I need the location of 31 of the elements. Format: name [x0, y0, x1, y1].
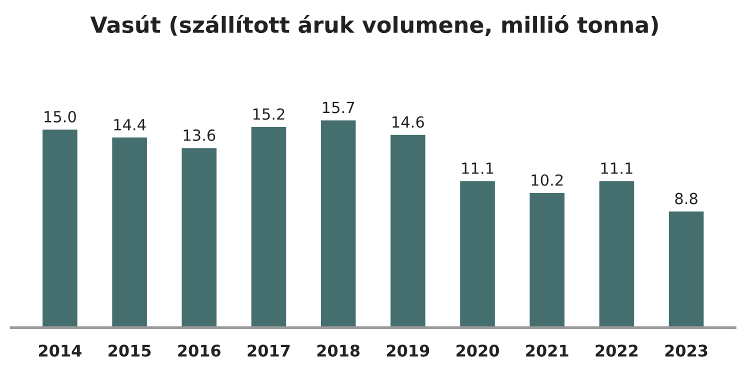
x-tick-label: 2016	[178, 344, 221, 357]
data-label: 10.2	[532, 174, 563, 186]
bar	[668, 211, 704, 328]
bar	[390, 134, 426, 328]
x-tick-label: 2019	[386, 344, 430, 357]
bar	[460, 181, 495, 328]
x-tick-label: 2015	[108, 344, 151, 357]
data-label: 11.1	[601, 162, 632, 174]
data-label: 14.6	[392, 116, 424, 128]
bar	[599, 181, 634, 328]
data-label: 15.2	[253, 108, 284, 120]
x-tick-label: 2023	[665, 344, 708, 357]
bar	[251, 126, 286, 328]
data-label: 8.8	[675, 192, 698, 204]
chart-title: Vasút (szállított áruk volumene, millió tonna)	[90, 15, 658, 36]
data-label: 15.7	[323, 102, 354, 114]
bar	[112, 138, 147, 328]
data-label: 13.6	[184, 129, 216, 141]
x-tick-label: 2022	[596, 344, 638, 357]
x-tick-label: 2018	[317, 344, 360, 357]
bar	[42, 130, 78, 328]
data-label: 14.4	[114, 119, 146, 130]
x-tick-label: 2020	[456, 344, 499, 357]
x-tick-label: 2014	[39, 344, 82, 357]
bar	[182, 148, 217, 328]
data-label: 11.1	[462, 162, 494, 174]
bar	[530, 193, 564, 328]
x-tick-label: 2017	[248, 344, 290, 357]
x-tick-label: 2021	[526, 344, 568, 357]
data-label: 15.0	[44, 110, 76, 123]
bar	[320, 120, 356, 328]
